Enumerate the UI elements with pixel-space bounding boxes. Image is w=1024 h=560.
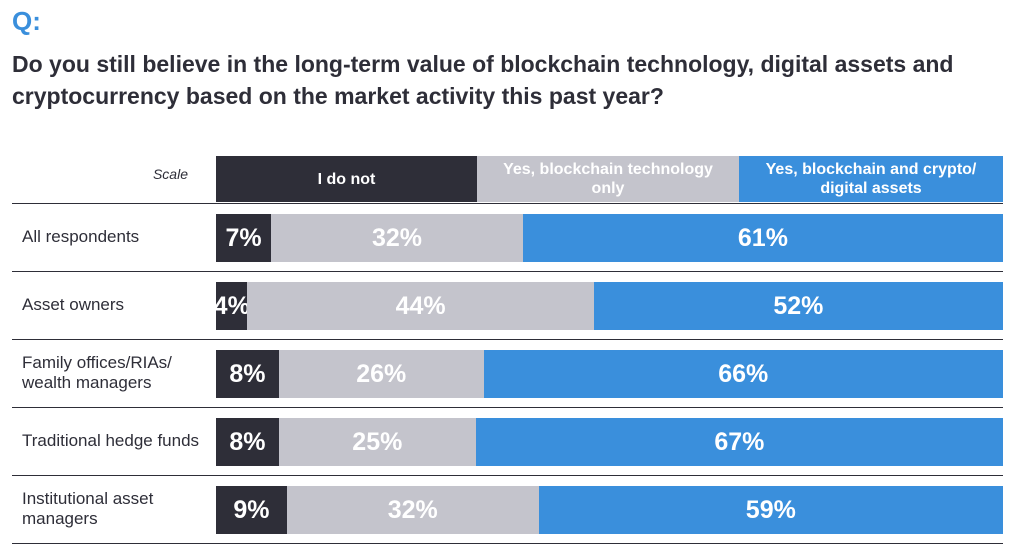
bar-segment-both: 67% <box>475 418 1003 466</box>
bar-segment-not: 4% <box>214 282 250 330</box>
bar-segment-tech: 26% <box>278 350 484 398</box>
legend-blockchain-only: Yes, blockchain technology only <box>477 156 739 202</box>
question-marker: Q: <box>12 6 41 36</box>
bar-segment-not: 8% <box>216 418 279 466</box>
stacked-bar-traditional-hedge-funds: 8% 25% 67% <box>216 418 1003 466</box>
bar-segment-both: 61% <box>522 214 1003 262</box>
bar-segment-tech: 25% <box>278 418 476 466</box>
row-label-institutional-asset-managers: Institutional asset managers <box>22 489 154 528</box>
row-divider <box>12 203 1003 204</box>
stacked-bar-family-offices-rias-wealth-managers: 8% 26% 66% <box>216 350 1003 398</box>
stacked-bar-asset-owners: 4% 44% 52% <box>214 282 1003 330</box>
bar-segment-not: 9% <box>216 486 287 534</box>
question-text: Do you still believe in the long-term va… <box>12 51 954 109</box>
bar-segment-both: 66% <box>483 350 1003 398</box>
row-divider <box>12 271 1003 272</box>
row-divider <box>12 339 1003 340</box>
legend-blockchain-and-crypto: Yes, blockchain and crypto/ digital asse… <box>739 156 1003 202</box>
row-label-family-offices-rias-wealth-managers: Family offices/RIAs/ wealth managers <box>22 353 172 392</box>
bar-segment-not: 8% <box>216 350 279 398</box>
row-divider <box>12 407 1003 408</box>
bar-segment-both: 52% <box>593 282 1003 330</box>
row-label-all-respondents: All respondents <box>22 227 140 246</box>
stacked-bar-institutional-asset-managers: 9% 32% 59% <box>216 486 1003 534</box>
bar-segment-tech: 32% <box>286 486 539 534</box>
row-label-asset-owners: Asset owners <box>22 295 125 314</box>
stacked-bar-all-respondents: 7% 32% 61% <box>216 214 1003 262</box>
bar-segment-both: 59% <box>538 486 1003 534</box>
bar-segment-tech: 32% <box>271 214 523 262</box>
scale-label: Scale <box>152 166 188 182</box>
bar-segment-tech: 44% <box>247 282 594 330</box>
row-label-traditional-hedge-funds: Traditional hedge funds <box>22 431 200 450</box>
legend-i-do-not: I do not <box>216 156 477 202</box>
row-divider <box>12 475 1003 476</box>
bar-segment-not: 7% <box>216 214 272 262</box>
row-divider <box>12 543 1003 544</box>
